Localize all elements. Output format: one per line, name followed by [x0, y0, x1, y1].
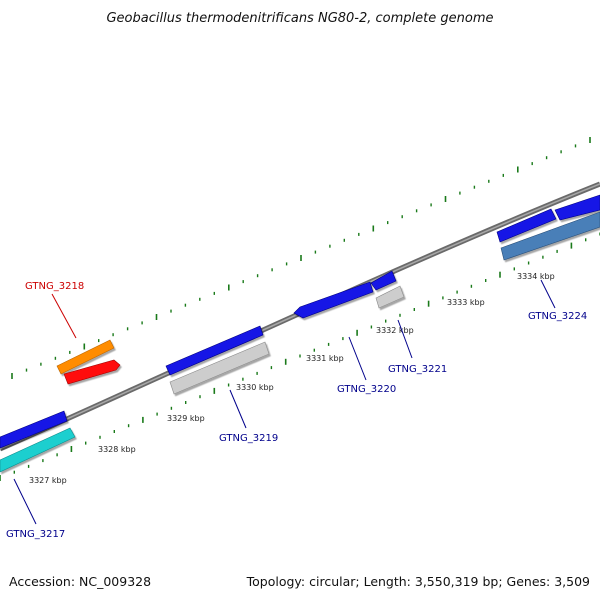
gene-right-blue-arrow[interactable]	[554, 194, 600, 221]
kbp-label-3328: 3328 kbp	[98, 445, 136, 454]
gene-3224-blue-arrow[interactable]	[496, 208, 557, 243]
gene-label-3217[interactable]: GTNG_3217	[6, 529, 65, 540]
gene-3221-blue-arrow[interactable]	[370, 270, 397, 291]
gene-3224-steelblue[interactable]	[500, 211, 600, 261]
gene-label-3218[interactable]: GTNG_3218	[25, 281, 84, 292]
accession-text: Accession: NC_009328	[9, 574, 151, 589]
genome-summary-text: Topology: circular; Length: 3,550,319 bp…	[246, 574, 590, 589]
lower-tick-track	[0, 232, 600, 481]
gene-label-3219[interactable]: GTNG_3219	[219, 433, 278, 444]
gene-3218-orange[interactable]	[56, 339, 115, 375]
gene-label-leaders	[13, 279, 556, 525]
leader-3219	[229, 389, 247, 429]
kbp-label-3330: 3330 kbp	[236, 383, 274, 392]
kbp-label-3333: 3333 kbp	[447, 298, 485, 307]
gene-label-3220[interactable]: GTNG_3220	[337, 384, 396, 395]
gene-3217-cyan[interactable]	[0, 427, 76, 473]
upper-tick-track	[11, 137, 591, 379]
gene-3221-gray[interactable]	[375, 285, 405, 309]
kbp-label-3329: 3329 kbp	[167, 414, 205, 423]
gene-label-3224[interactable]: GTNG_3224	[528, 311, 587, 322]
leader-3224	[540, 279, 556, 309]
kbp-label-3334: 3334 kbp	[517, 272, 555, 281]
gene-3219-gray[interactable]	[169, 341, 270, 395]
gene-3219-blue-arrow[interactable]	[165, 325, 264, 376]
gene-left-blue[interactable]	[0, 410, 68, 449]
kbp-label-3332: 3332 kbp	[376, 326, 414, 335]
kbp-label-3327: 3327 kbp	[29, 476, 67, 485]
map-title: Geobacillus thermodenitrificans NG80-2, …	[106, 11, 493, 26]
gene-3220-blue-arrow[interactable]	[293, 281, 374, 319]
leader-3220	[348, 336, 367, 381]
gene-3218-red-arrow[interactable]	[63, 359, 121, 385]
kbp-label-3331: 3331 kbp	[306, 354, 344, 363]
leader-3217	[13, 478, 37, 525]
gene-label-3221[interactable]: GTNG_3221	[388, 364, 447, 375]
gene-features	[0, 194, 600, 473]
leader-3221	[397, 319, 413, 359]
kbp-labels: 3327 kbp 3328 kbp 3329 kbp 3330 kbp 3331…	[29, 272, 555, 485]
leader-3218	[51, 293, 77, 339]
gene-labels: GTNG_3218 GTNG_3217 GTNG_3219 GTNG_3220 …	[6, 281, 587, 540]
